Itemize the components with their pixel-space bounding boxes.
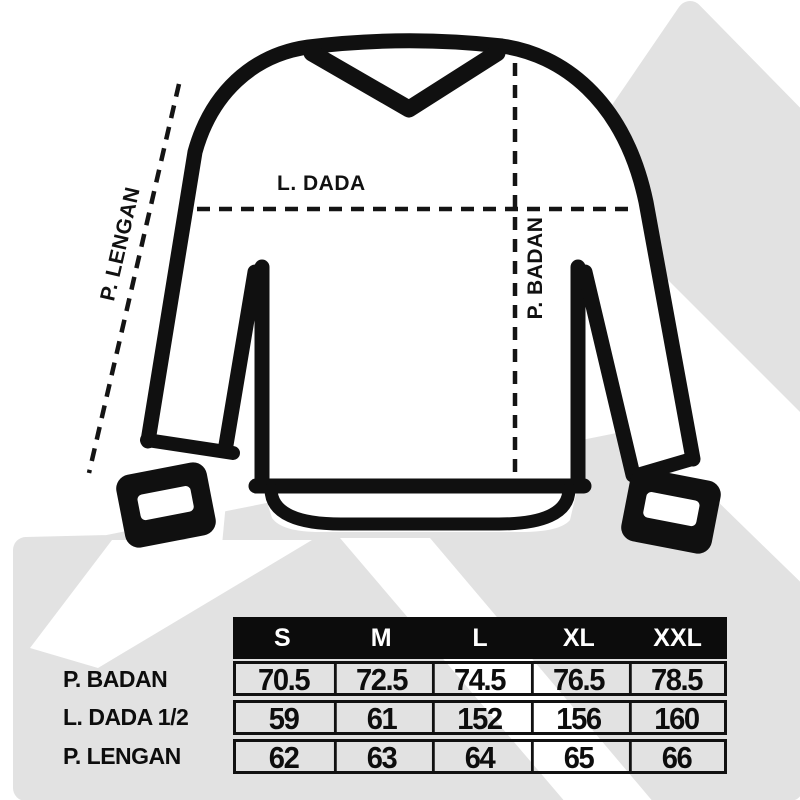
cell-l-dada-xl: 156 bbox=[530, 703, 623, 734]
hem-band bbox=[264, 482, 576, 531]
cell-l-dada-s: 59 bbox=[268, 700, 300, 736]
size-table-header: S M L XL XXL bbox=[233, 617, 727, 659]
chest-label: L. DADA bbox=[277, 172, 366, 195]
cell-p-badan-s: 70.5 bbox=[258, 661, 310, 697]
cuff-left bbox=[116, 462, 216, 548]
column-header-l: L bbox=[472, 623, 488, 652]
watermark-white-band-left bbox=[30, 540, 312, 668]
cell-l-dada-l: 152 bbox=[432, 703, 524, 734]
cell-p-lengan-s: 62 bbox=[268, 739, 300, 775]
cell-p-lengan-xl: 65 bbox=[530, 742, 623, 773]
cell-p-lengan-xxl: 66 bbox=[628, 742, 721, 773]
cell-p-badan-m: 72.5 bbox=[334, 664, 426, 695]
table-row-l-dada: 59 61 152 156 160 bbox=[233, 700, 727, 735]
table-row-p-badan: 70.5 72.5 74.5 76.5 78.5 bbox=[233, 661, 727, 696]
column-header-m: M bbox=[370, 623, 392, 652]
cell-l-dada-m: 61 bbox=[334, 703, 426, 734]
column-header-xl: XL bbox=[562, 623, 595, 652]
cell-p-badan-xl: 76.5 bbox=[530, 664, 623, 695]
sweater-outline bbox=[140, 33, 701, 467]
column-header-xxl: XXL bbox=[653, 623, 702, 652]
sleeve-dimension-line bbox=[86, 83, 182, 474]
cuff-right bbox=[621, 468, 721, 554]
column-header-s: S bbox=[274, 623, 291, 652]
row-label-p-badan: P. BADAN bbox=[63, 666, 168, 692]
row-label-l-dada: L. DADA 1/2 bbox=[63, 704, 189, 730]
collar-v-neck bbox=[303, 44, 506, 118]
table-row-p-lengan: 62 63 64 65 66 bbox=[233, 739, 727, 774]
sleeve-end-left bbox=[140, 433, 240, 460]
cell-p-lengan-l: 64 bbox=[432, 742, 524, 773]
row-label-p-lengan: P. LENGAN bbox=[63, 743, 181, 769]
sleeve-inner-left bbox=[217, 264, 263, 459]
sleeve-inner-right bbox=[577, 264, 641, 483]
cell-p-badan-xxl: 78.5 bbox=[628, 664, 721, 695]
cell-p-lengan-m: 63 bbox=[334, 742, 426, 773]
body-length-label: P. BADAN bbox=[524, 216, 547, 320]
cell-p-badan-l: 74.5 bbox=[432, 664, 524, 695]
cell-l-dada-xxl: 160 bbox=[628, 703, 721, 734]
